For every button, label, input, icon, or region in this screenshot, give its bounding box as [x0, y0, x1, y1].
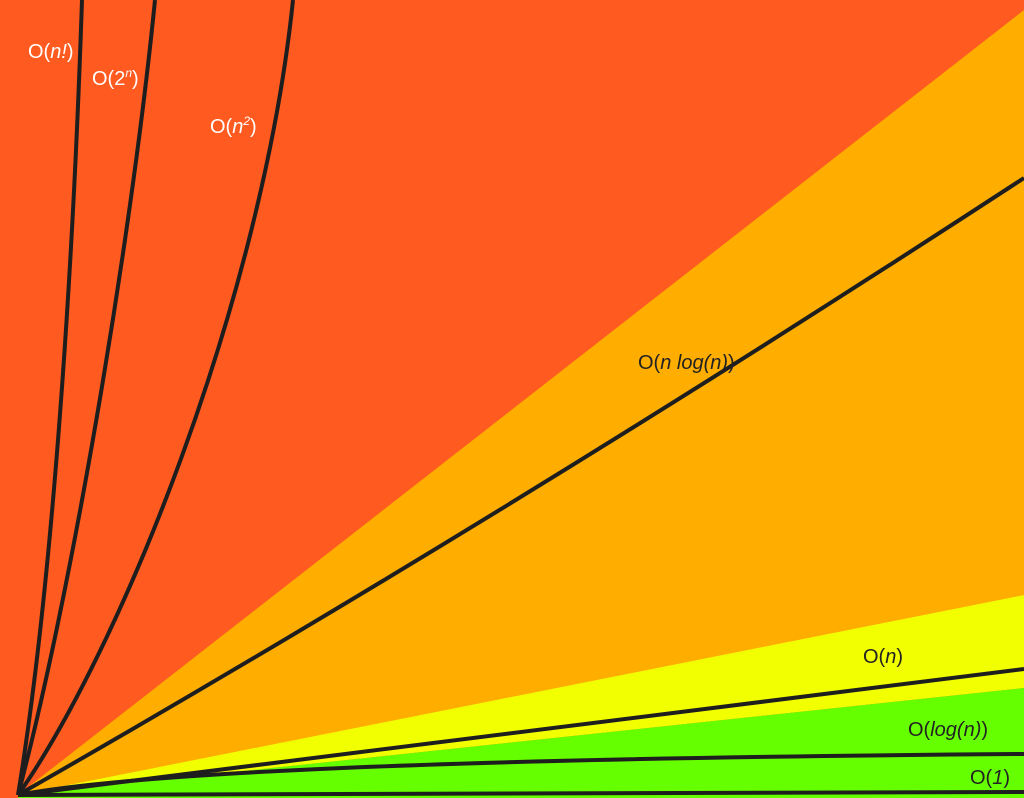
bad-region [18, 10, 1024, 795]
complexity-label: O(n) [863, 646, 903, 668]
label-part: n [125, 66, 132, 80]
labels: O(n!)O(2n)O(n2)O(n log(n))O(n)O(log(n))O… [28, 41, 1010, 789]
label-part: ) [896, 646, 903, 668]
complexity-label: O(2n) [92, 66, 139, 90]
complexity-label: O(n!) [28, 41, 74, 63]
label-part: ) [728, 352, 735, 374]
label-part: ) [250, 116, 257, 138]
label-part: 2 [242, 114, 250, 128]
label-part: n [232, 116, 243, 138]
label-part: O( [908, 719, 931, 741]
label-part: ) [1003, 767, 1010, 789]
label-part: ) [132, 68, 139, 90]
label-part: O( [638, 352, 661, 374]
complexity-label: O(1) [970, 767, 1010, 789]
quadratic-curve [16, 0, 295, 797]
label-part: n log(n) [660, 352, 728, 374]
complexity-label: O(n2) [210, 114, 257, 138]
label-part: 1 [992, 767, 1003, 789]
exponential-curve [16, 0, 157, 796]
linear-curve [17, 667, 1024, 797]
complexity-label: O(n log(n)) [638, 352, 735, 374]
fair-region [18, 595, 1024, 795]
label-part: ) [981, 719, 988, 741]
label-part: O( [28, 41, 51, 63]
factorial-curve [16, 0, 84, 796]
log-curve [17, 752, 1024, 797]
complexity-label: O(log(n)) [908, 719, 988, 741]
label-part: ) [67, 41, 74, 63]
label-part: O(2 [92, 68, 125, 90]
label-part: log(n) [930, 719, 981, 741]
label-part: O( [210, 116, 233, 138]
label-part: n! [50, 41, 67, 63]
label-part: O( [863, 646, 886, 668]
label-part: O( [970, 767, 993, 789]
label-part: n [885, 646, 896, 668]
constant-curve [17, 790, 1024, 797]
nlogn-curve [17, 176, 1024, 797]
